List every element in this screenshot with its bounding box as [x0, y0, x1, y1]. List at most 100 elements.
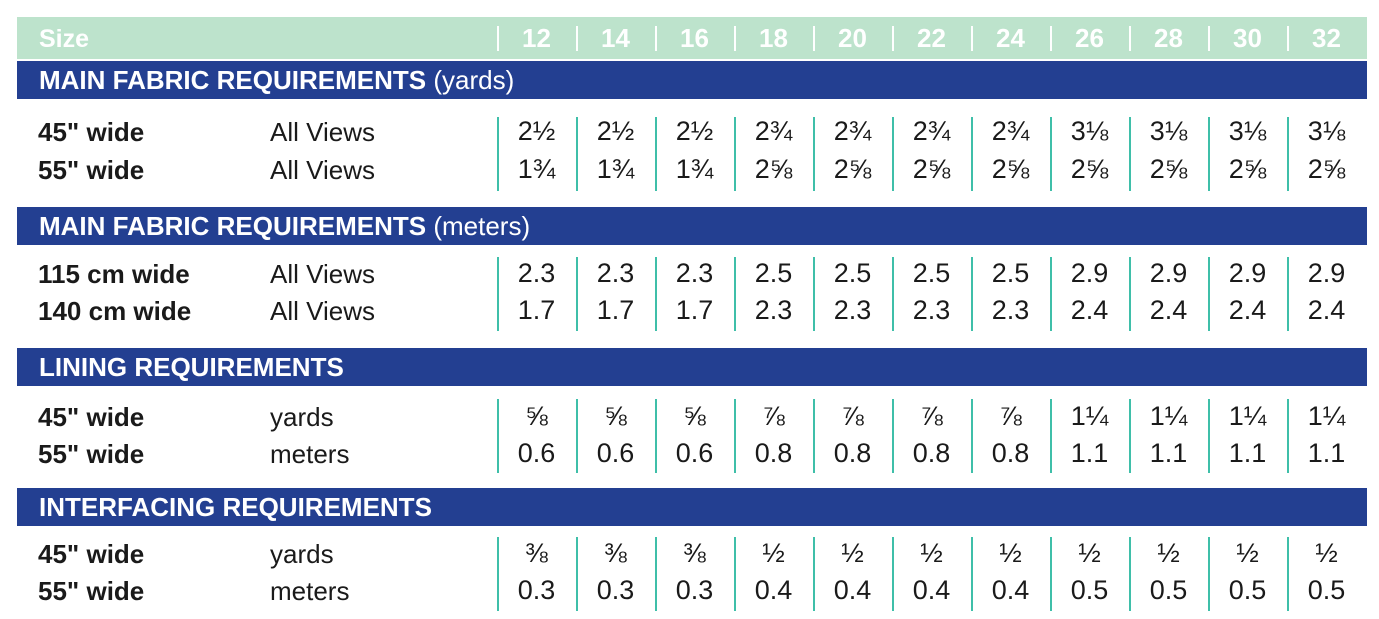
size-header-cell: 18 [759, 23, 788, 53]
column-separator [1050, 537, 1052, 611]
value-cell: 2.5 [912, 258, 951, 288]
value-cell: ⅜ [604, 538, 627, 568]
row-sublabel: yards [270, 539, 334, 569]
value-cell: 0.8 [991, 438, 1030, 468]
value-cell: ⅞ [841, 401, 864, 431]
value-cell: 2⅝ [1228, 154, 1267, 184]
size-header-cell: 26 [1075, 23, 1104, 53]
column-separator [813, 117, 815, 191]
value-cell: ½ [841, 538, 864, 568]
value-cell: 3⅛ [1070, 116, 1109, 146]
value-cell: 2.4 [1228, 295, 1267, 325]
column-separator [1129, 399, 1131, 473]
column-separator [971, 399, 973, 473]
column-separator [655, 537, 657, 611]
value-cell: 2.9 [1149, 258, 1188, 288]
value-cell: 2.3 [754, 295, 793, 325]
column-separator [734, 537, 736, 611]
value-cell: 2.5 [754, 258, 793, 288]
section-band: INTERFACING REQUIREMENTS [17, 488, 1367, 526]
value-cell: 2⅝ [912, 154, 951, 184]
value-cell: ⅝ [525, 401, 548, 431]
value-cell: 1.1 [1307, 438, 1346, 468]
size-header-cell: 16 [680, 23, 709, 53]
column-separator [971, 117, 973, 191]
value-cell: 1.1 [1149, 438, 1188, 468]
value-cell: 0.5 [1228, 575, 1267, 605]
size-header-row: Size 12 14 16 18 20 22 24 26 28 30 32 [17, 17, 1367, 59]
value-cell: ½ [1236, 538, 1259, 568]
column-separator [655, 399, 657, 473]
column-separator [1129, 257, 1131, 331]
value-cell: 0.5 [1149, 575, 1188, 605]
header-separator [1129, 26, 1131, 51]
value-cell: ½ [920, 538, 943, 568]
value-cell: 2.3 [517, 258, 556, 288]
row-sublabel: All Views [270, 296, 376, 326]
row-sublabel: meters [270, 576, 350, 606]
column-separator [655, 257, 657, 331]
row-label: 55" wide [38, 155, 145, 185]
column-separator [655, 117, 657, 191]
size-header-cell: 28 [1154, 23, 1183, 53]
size-header-cell: 32 [1312, 23, 1341, 53]
row-label: 45" wide [38, 117, 145, 147]
value-cell: 2.9 [1070, 258, 1109, 288]
header-separator [497, 26, 499, 51]
header-separator [971, 26, 973, 51]
header-separator [1208, 26, 1210, 51]
value-cell: 1¾ [596, 154, 635, 184]
value-cell: ⅜ [525, 538, 548, 568]
value-cell: 1¾ [517, 154, 556, 184]
value-cell: 2½ [675, 116, 714, 146]
column-separator [576, 257, 578, 331]
row-label: 45" wide [38, 539, 145, 569]
header-separator [1050, 26, 1052, 51]
row-label: 115 cm wide [38, 259, 190, 289]
value-cell: 0.4 [754, 575, 793, 605]
column-separator [497, 537, 499, 611]
value-cell: 1¼ [1149, 401, 1188, 431]
value-cell: 2.5 [833, 258, 872, 288]
value-cell: 2.3 [991, 295, 1030, 325]
section-title: INTERFACING REQUIREMENTS [39, 492, 432, 522]
value-cell: 0.3 [596, 575, 635, 605]
column-separator [497, 399, 499, 473]
value-cell: ⅞ [999, 401, 1022, 431]
row-label: 55" wide [38, 576, 145, 606]
row-sublabel: All Views [270, 155, 376, 185]
value-cell: 3⅛ [1149, 116, 1188, 146]
column-separator [1208, 117, 1210, 191]
size-header-cell: 30 [1233, 23, 1262, 53]
header-separator [813, 26, 815, 51]
column-separator [971, 537, 973, 611]
value-cell: 0.6 [517, 438, 556, 468]
size-header-cell: 20 [838, 23, 867, 53]
value-cell: 2.5 [991, 258, 1030, 288]
value-cell: 0.8 [833, 438, 872, 468]
column-separator [497, 117, 499, 191]
value-cell: 0.3 [517, 575, 556, 605]
row-label: 55" wide [38, 439, 145, 469]
value-cell: 1.7 [675, 295, 714, 325]
section-band: MAIN FABRIC REQUIREMENTS (meters) [17, 207, 1367, 245]
value-cell: 2.4 [1307, 295, 1346, 325]
value-cell: 0.6 [675, 438, 714, 468]
value-cell: 1.7 [596, 295, 635, 325]
value-cell: ⅞ [762, 401, 785, 431]
size-header-cell: 14 [601, 23, 630, 53]
value-cell: 1.1 [1228, 438, 1267, 468]
value-cell: 1.7 [517, 295, 556, 325]
value-cell: 0.4 [912, 575, 951, 605]
value-cell: 2⅝ [1307, 154, 1346, 184]
row-sublabel: All Views [270, 259, 376, 289]
column-separator [1208, 399, 1210, 473]
column-separator [1287, 399, 1289, 473]
column-separator [892, 117, 894, 191]
column-separator [892, 537, 894, 611]
value-cell: 2⅝ [1149, 154, 1188, 184]
size-header-cell: 22 [917, 23, 946, 53]
column-separator [734, 257, 736, 331]
column-separator [1050, 117, 1052, 191]
column-separator [813, 537, 815, 611]
